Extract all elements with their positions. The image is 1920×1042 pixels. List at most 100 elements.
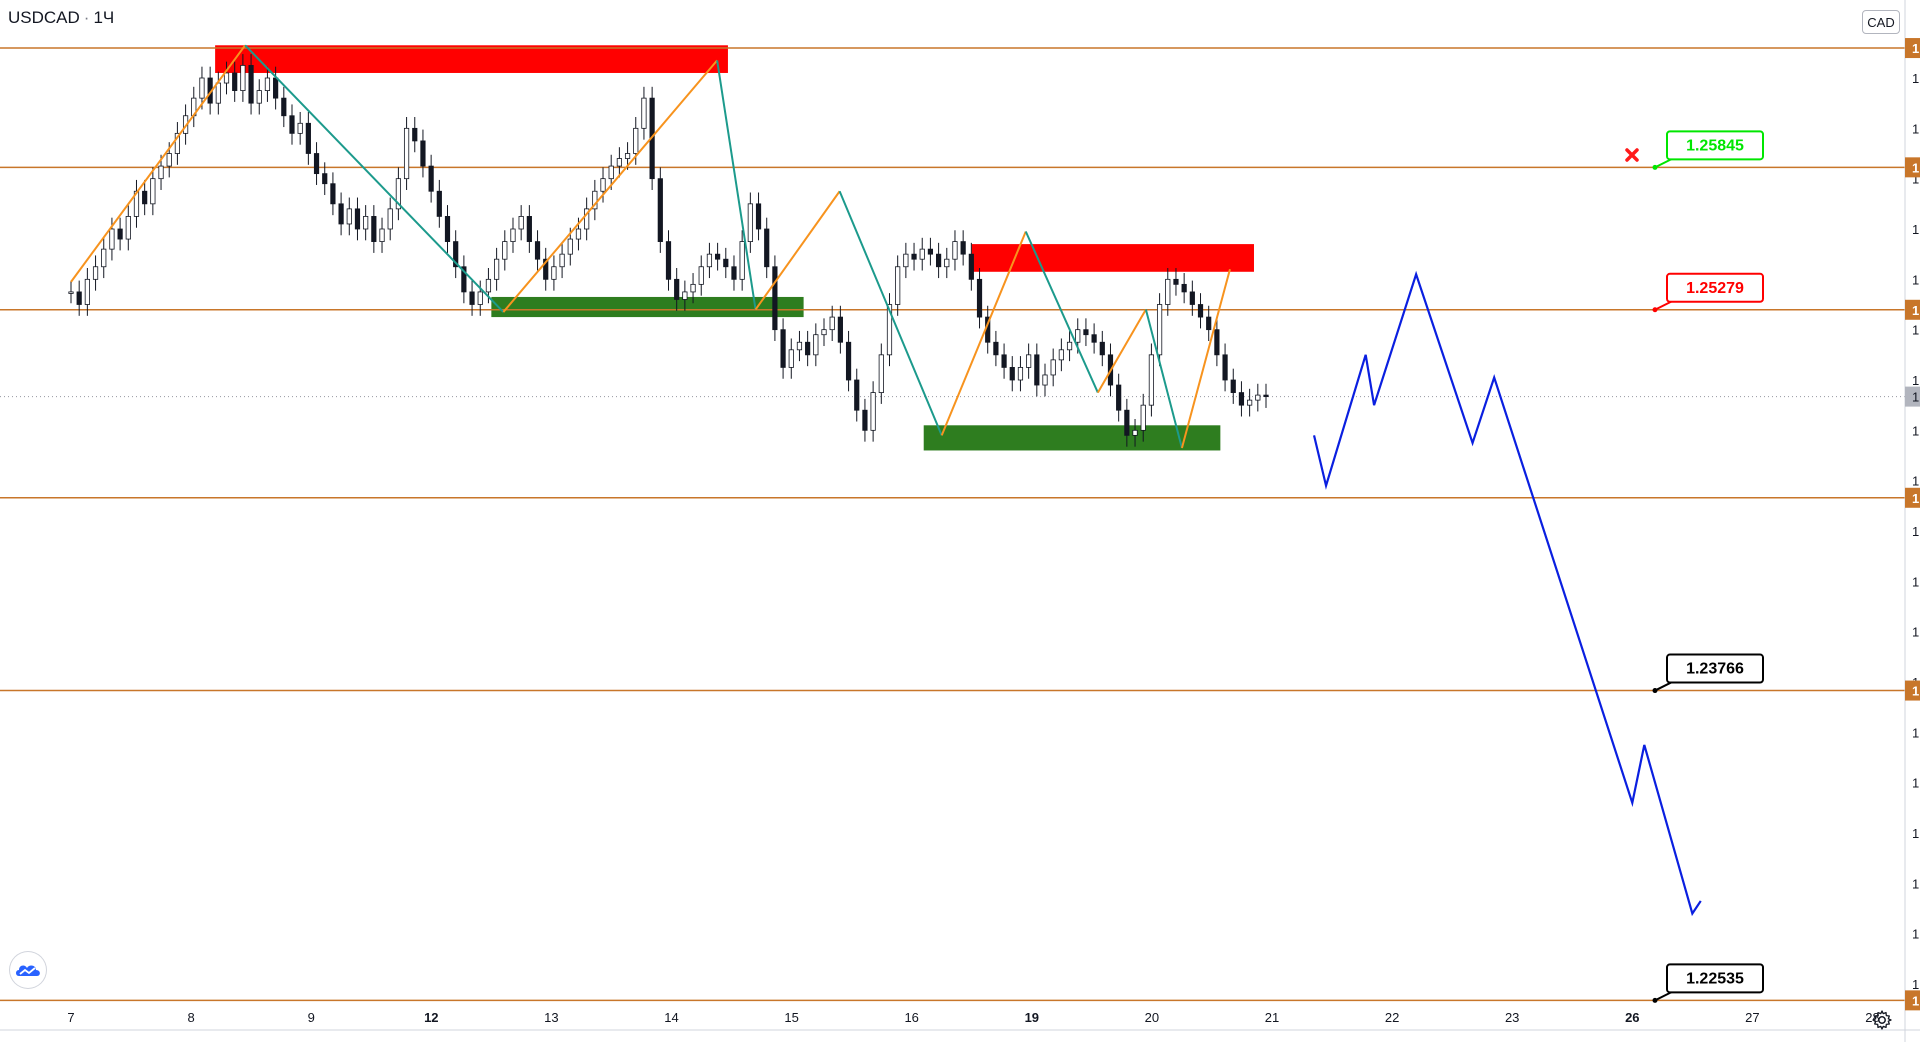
candle-body [862, 409, 868, 431]
candle-body [715, 253, 721, 260]
candle-body [395, 178, 401, 210]
x-tick-label: 23 [1505, 1010, 1519, 1025]
horizontal-levels-layer [0, 47, 1905, 1002]
zigzag-segment [1096, 309, 1147, 394]
candle-body [1263, 394, 1269, 398]
candle-body [461, 266, 467, 293]
current-price-label-bg [1905, 386, 1920, 407]
symbol-header[interactable]: USDCAD · 1Ч [8, 8, 114, 28]
symbol-separator: · [83, 8, 90, 27]
y-tick-label: 1.23600 [1912, 725, 1920, 740]
candle-body [338, 203, 344, 225]
callouts-layer: 1.25845 1.25279 1.23766 1.22535 [1625, 130, 1764, 1003]
y-tick-label: 1.24000 [1912, 625, 1920, 640]
candle-body [1156, 304, 1163, 356]
zones-layer [215, 45, 1254, 451]
candle-body [387, 208, 393, 230]
candle-body [1026, 354, 1032, 368]
candle-body [780, 329, 786, 368]
x-tick-label: 13 [544, 1010, 558, 1025]
support-zone [923, 425, 1221, 451]
level-axis-label-bg [1905, 487, 1920, 508]
x-tick-label: 14 [664, 1010, 678, 1025]
candle-body [747, 203, 753, 242]
x-tick-label: 20 [1145, 1010, 1159, 1025]
x-tick-label: 7 [67, 1010, 74, 1025]
level-axis-label-bg [1905, 990, 1920, 1011]
candle-body [1173, 278, 1179, 285]
candle-body [158, 165, 164, 180]
candle-body [1050, 359, 1056, 376]
candle-body [92, 266, 99, 280]
candle-body [870, 392, 876, 431]
candle-body [551, 266, 557, 280]
candle-body [813, 334, 819, 356]
candles-layer [68, 54, 1269, 447]
candle-body [125, 216, 131, 240]
candle-body [739, 241, 745, 280]
y-tick-label: 1.25600 [1912, 222, 1920, 237]
candle-body [526, 216, 532, 242]
candle-body [436, 190, 442, 217]
red-cross-icon [1625, 148, 1639, 162]
candle-body [223, 72, 230, 84]
y-tick-label: 1.25200 [1912, 323, 1920, 338]
x-tick-label: 26 [1625, 1010, 1639, 1025]
candle-body [682, 291, 688, 300]
callout-anchor [1652, 688, 1658, 694]
currency-button[interactable]: CAD [1862, 10, 1900, 34]
candle-body [502, 241, 508, 260]
candle-body [575, 228, 582, 240]
y-tick-label: 1.26200 [1912, 71, 1920, 86]
gear-icon[interactable] [1870, 1008, 1894, 1032]
candle-body [297, 122, 303, 134]
candle-body [215, 82, 221, 104]
candle-body [1214, 329, 1220, 356]
x-tick-label: 27 [1745, 1010, 1759, 1025]
candle-body [1181, 283, 1187, 293]
candle-body [559, 253, 565, 268]
candle-body [101, 248, 107, 268]
callout-box [1666, 272, 1764, 303]
candle-body [935, 253, 942, 268]
level-axis-label-bg [1905, 299, 1920, 320]
candle-body [444, 216, 451, 242]
candle-body [1132, 429, 1138, 436]
candle-body [166, 153, 172, 167]
candle-body [84, 278, 90, 305]
candle-body [1116, 384, 1122, 411]
candle-body [600, 178, 606, 192]
x-tick-label: 12 [424, 1010, 438, 1025]
zigzag-layer [70, 44, 1231, 449]
candle-body [895, 266, 901, 305]
support-zone [491, 296, 804, 318]
candle-body [1165, 278, 1171, 305]
candle-body [1255, 394, 1261, 401]
candle-body [911, 253, 917, 260]
x-tick-label: 15 [784, 1010, 798, 1025]
tradingview-cloud-icon[interactable] [10, 952, 46, 988]
y-tick-label: 1.24600 [1912, 474, 1920, 489]
y-tick-label: 1.25000 [1912, 373, 1920, 388]
candle-body [805, 341, 811, 356]
candle-body [764, 228, 770, 268]
candle-body [469, 291, 475, 305]
zigzag-segment [940, 231, 1027, 436]
x-tick-label: 21 [1265, 1010, 1279, 1025]
candle-body [698, 266, 704, 285]
candle-body [518, 216, 524, 230]
candle-body [199, 77, 205, 99]
candle-body [330, 183, 336, 205]
candle-body [616, 158, 622, 167]
candle-body [854, 379, 860, 411]
candle-body [150, 178, 156, 205]
candle-body [788, 349, 794, 368]
candle-body [240, 65, 246, 91]
forecast-path [1312, 270, 1702, 917]
candle-body [1083, 329, 1089, 336]
y-tick-label: 1.24200 [1912, 574, 1920, 589]
y-tick-label: 1.24400 [1912, 524, 1920, 539]
candle-body [1017, 367, 1024, 381]
